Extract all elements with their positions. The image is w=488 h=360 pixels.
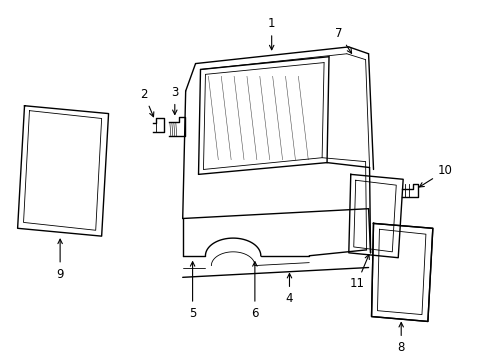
Text: 2: 2 <box>140 88 154 117</box>
Text: 9: 9 <box>56 239 64 280</box>
Text: 5: 5 <box>188 262 196 320</box>
Text: 3: 3 <box>171 86 178 114</box>
Text: 10: 10 <box>419 164 452 187</box>
Text: 1: 1 <box>267 17 275 50</box>
Text: 11: 11 <box>348 255 368 290</box>
Text: 8: 8 <box>397 323 404 354</box>
Text: 7: 7 <box>334 27 351 53</box>
Text: 4: 4 <box>285 274 293 305</box>
Text: 6: 6 <box>251 262 258 320</box>
